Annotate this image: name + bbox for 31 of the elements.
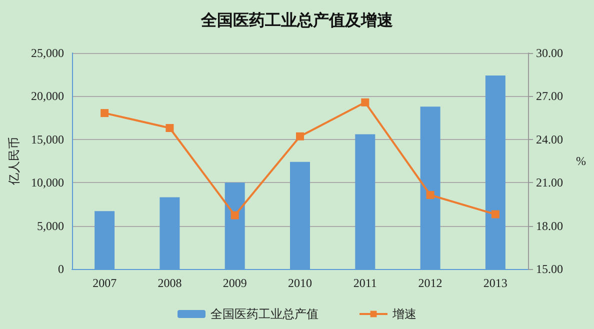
point (166, 124, 174, 132)
x-tick-label: 2007 (92, 276, 117, 290)
point (361, 98, 370, 106)
legend-label: 增速 (392, 307, 416, 321)
x-tick-label: 2010 (288, 276, 312, 290)
y-axis-title: 亿人民币 (7, 137, 22, 186)
x-tick-label: 2009 (222, 276, 247, 290)
chart-title: 全国医药工业总产值及增速 (200, 12, 394, 30)
x-tick-label: 2011 (353, 276, 377, 290)
y2-axis-title: % (576, 154, 586, 168)
x-tick-label: 2013 (483, 276, 508, 290)
y2-tick-label: 18.00 (536, 218, 563, 233)
y2-tick-label: 24.00 (536, 132, 563, 146)
y2-tick-label: 21.00 (536, 176, 563, 190)
y-tick-label: 15,000 (31, 132, 64, 146)
point (296, 132, 304, 140)
y-tick-label: 10,000 (31, 176, 64, 190)
y2-tick-label: 30.00 (536, 46, 563, 60)
point (426, 190, 434, 199)
x-tick-label: 2012 (418, 276, 442, 290)
point (230, 211, 239, 220)
y2-tick-label: 15.00 (536, 262, 563, 276)
point (491, 210, 500, 218)
y-tick-label: 0 (58, 262, 64, 276)
y-tick-label: 5,000 (37, 218, 64, 233)
point (100, 109, 109, 118)
y2-tick-label: 27.00 (536, 89, 563, 104)
x-tick-label: 2008 (158, 276, 182, 290)
y-tick-label: 25,000 (31, 46, 64, 60)
y-tick-label: 20,000 (31, 89, 64, 104)
legend-label: 全国医药工业总产值 (210, 307, 318, 321)
